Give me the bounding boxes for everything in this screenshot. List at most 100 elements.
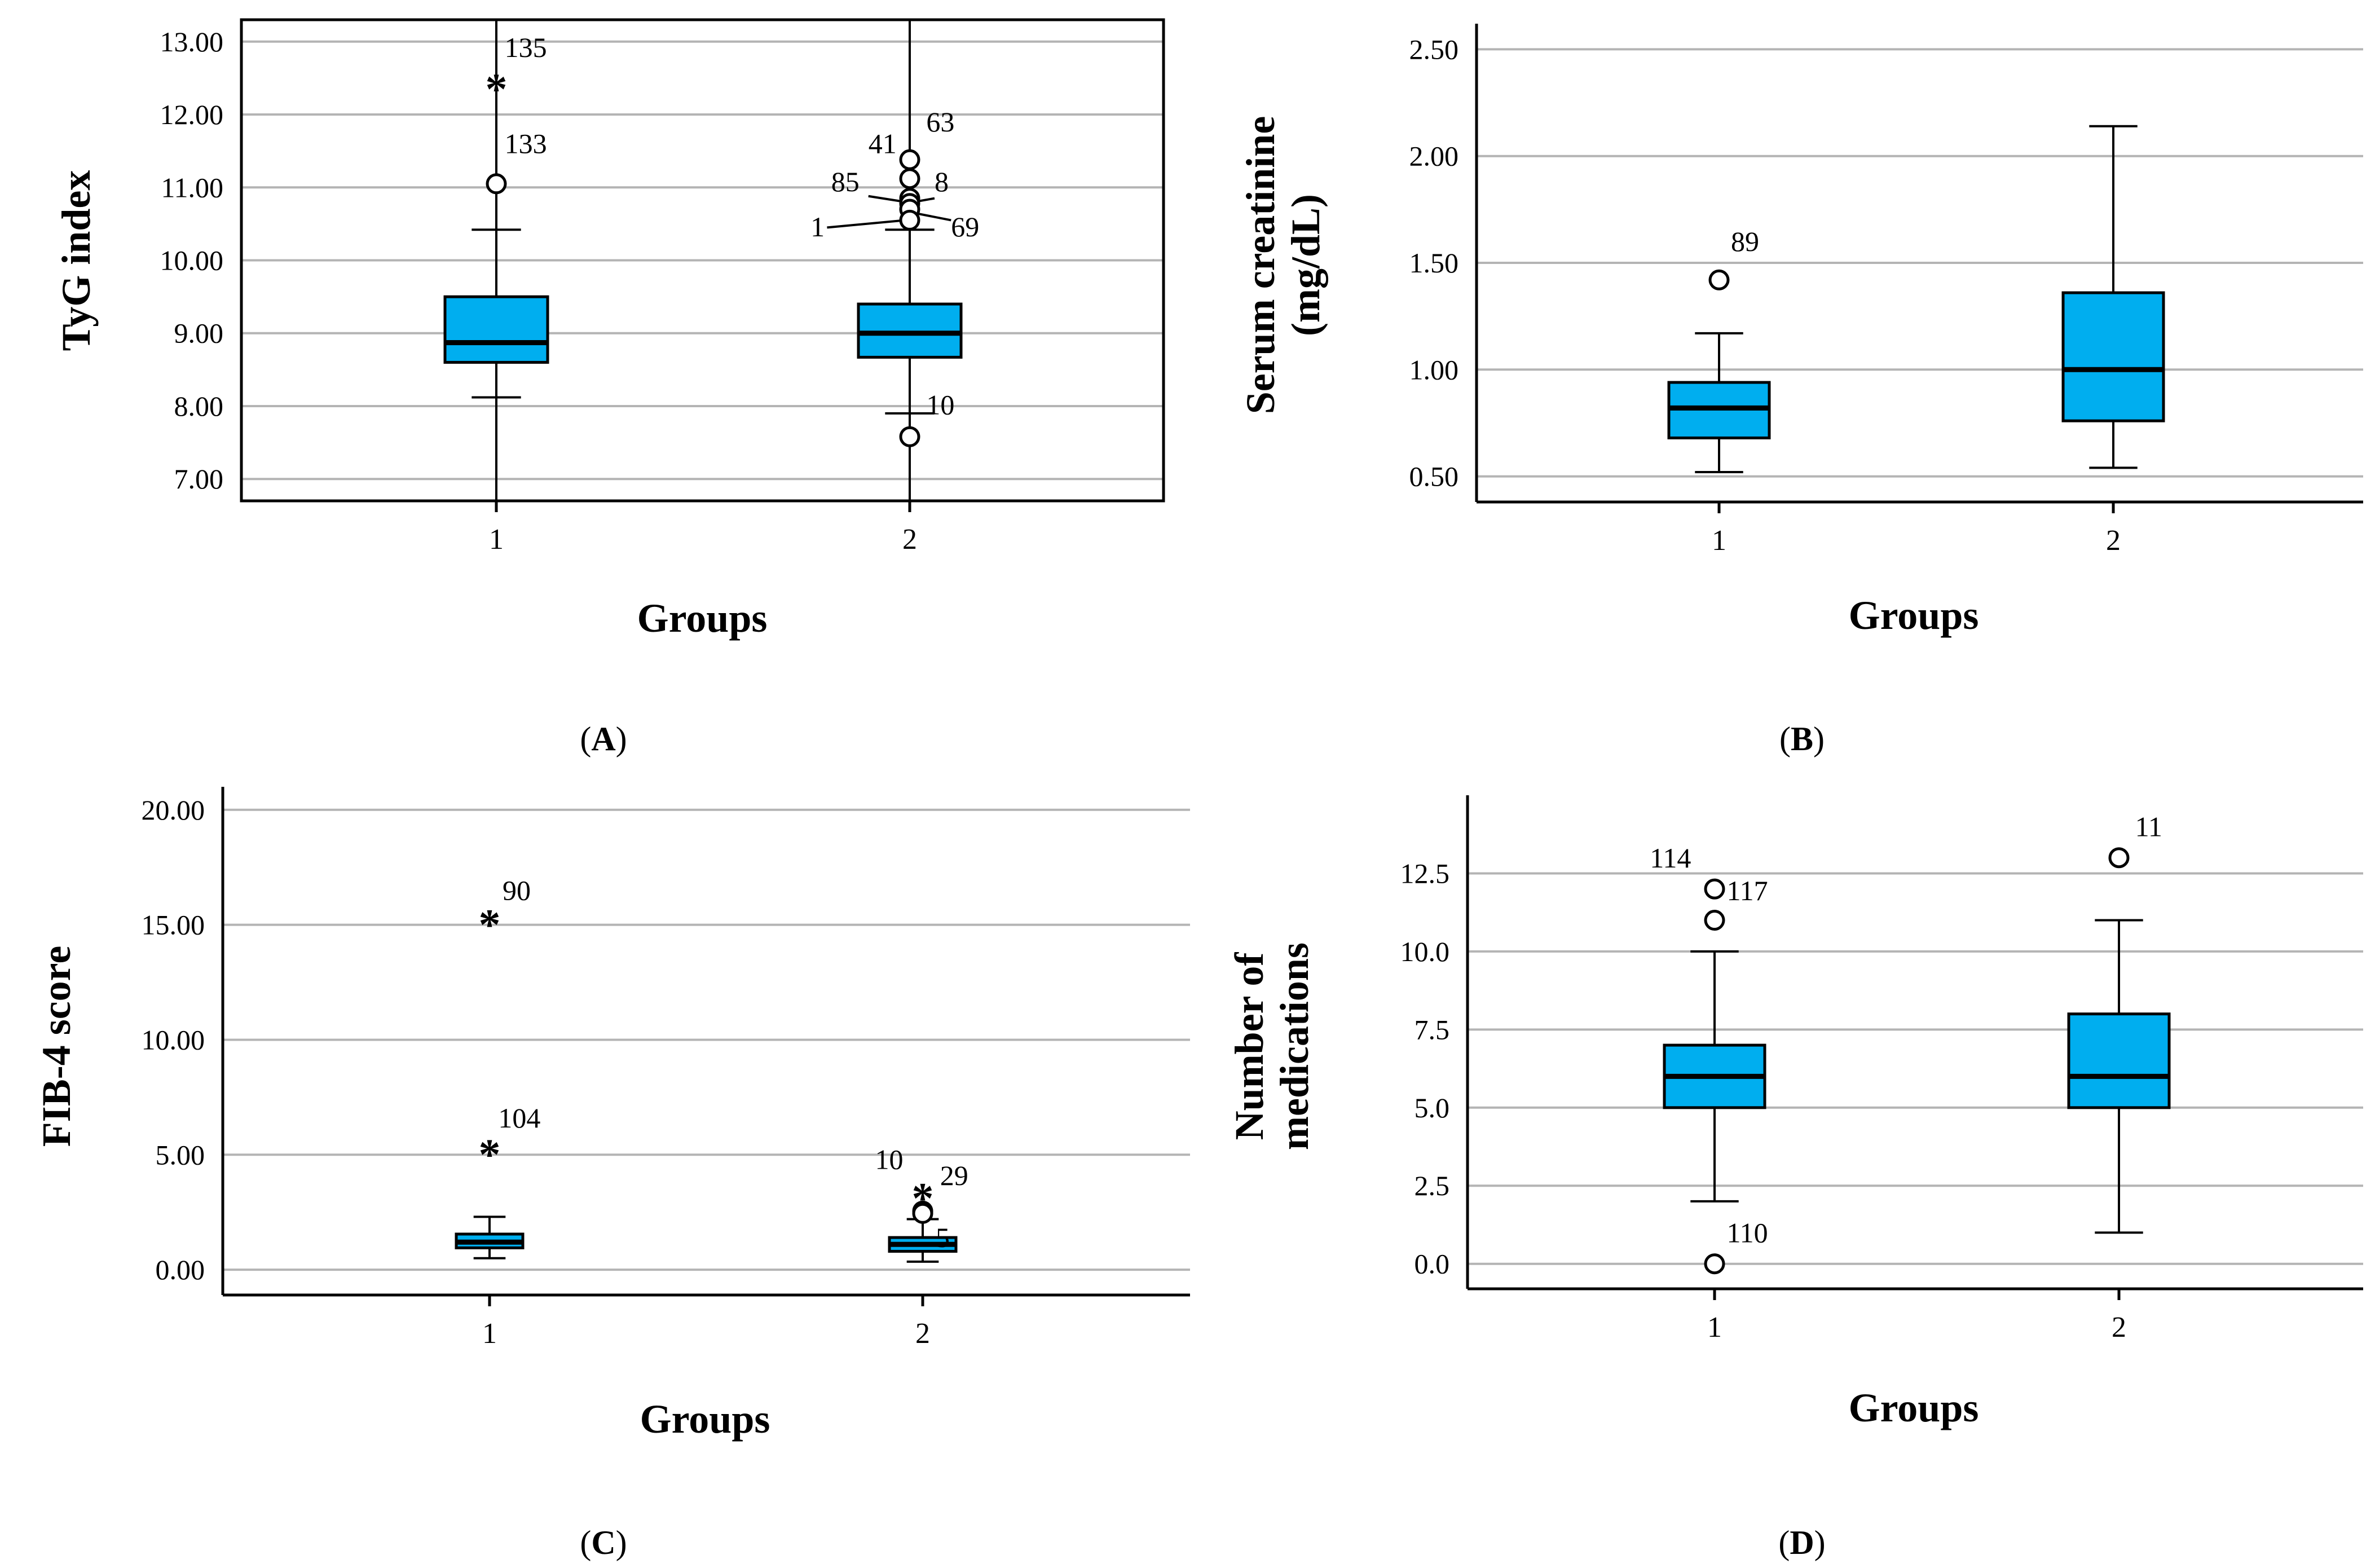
x-axis-title: Groups [1849,1385,1979,1430]
x-tick-label: 1 [489,523,504,556]
panel-label-part: ) [1814,1524,1826,1561]
y-tick-label: 15.00 [142,909,205,941]
outlier-label: 63 [926,106,954,138]
panel-label-part: ) [1813,720,1825,757]
y-axis-title-line: Serum creatinine [1238,116,1283,415]
outlier-label: 117 [1727,875,1768,906]
outlier-label: 104 [498,1102,540,1134]
outlier-label: 8 [935,166,949,197]
y-tick-label: 0.00 [156,1254,205,1285]
x-tick-label: 2 [915,1318,930,1350]
x-tick-label: 1 [1712,525,1726,557]
x-tick-label: 1 [1707,1311,1722,1344]
y-tick-label: 20.00 [142,794,205,826]
panel-label-part: ( [580,1524,591,1561]
y-tick-label: 5.00 [156,1139,205,1170]
x-tick-label: 2 [902,523,917,556]
outlier-circle [899,149,920,170]
outlier-star: * [479,900,501,949]
outlier-label: 90 [503,874,531,906]
y-tick-label: 10.0 [1400,936,1450,967]
outlier-circle [899,209,920,231]
box [443,295,549,364]
y-tick-label: 11.00 [161,171,223,203]
y-tick-label: 2.00 [1409,140,1459,172]
x-axis-title: Groups [1849,593,1979,638]
outlier-label: 135 [505,32,547,63]
panel-label-part: ) [616,1524,627,1561]
x-tick-label: 2 [2112,1311,2126,1344]
y-axis-title-line: (mg/dL) [1283,194,1328,336]
y-tick-label: 12.00 [160,99,224,130]
panel-d: 0.0 2.5 5.0 7.5 10.0 12.5 1 2 114 117 110 11 Number … [1227,795,2363,1561]
outlier-circle [2108,847,2130,869]
outlier-label: 5 [936,1222,950,1253]
y-axis-title-line: TyG index [54,170,99,351]
outlier-label: 29 [940,1160,968,1191]
y-axis-title: Serum creatinine(mg/dL) [1238,116,1328,415]
y-axis-title-line: Number of [1227,952,1272,1140]
x-tick-label: 1 [482,1318,497,1350]
y-tick-label: 12.5 [1400,857,1450,889]
outlier-label: 11 [2135,811,2162,842]
box [2067,1012,2171,1109]
outlier-star: * [479,1130,501,1179]
outlier-label: 10 [875,1143,904,1175]
panel-b: 0.50 1.00 1.50 2.00 2.50 1 2 89 Serum creatinine… [1238,24,2363,757]
panel-label-part: A [591,720,615,757]
box [857,302,963,359]
outlier-label: 114 [1650,842,1691,874]
panel-label-part: D [1790,1524,1814,1561]
panel-label: (A) [580,720,627,757]
outlier-star: * [486,64,508,113]
panel-label: (B) [1779,720,1825,757]
y-tick-label: 8.00 [174,390,224,422]
outlier-label: 41 [869,128,897,160]
y-axis-title: TyG index [54,170,99,351]
outlier-circle [912,1203,933,1224]
panel-label-part: B [1791,720,1813,757]
outlier-label: 10 [926,389,954,420]
box [2061,291,2165,422]
y-tick-label: 1.50 [1409,247,1459,279]
outlier-label: 110 [1727,1217,1768,1248]
y-tick-label: 9.00 [174,318,224,349]
y-tick-label: 2.5 [1415,1170,1450,1201]
y-tick-label: 1.00 [1409,354,1459,385]
panel-label-part: C [591,1524,615,1561]
x-axis-title: Groups [637,596,768,641]
outlier-label: 133 [505,128,547,160]
outlier-label: 85 [831,166,860,197]
outlier-circle [1704,878,1725,900]
y-tick-label: 0.50 [1409,461,1459,492]
y-tick-label: 10.00 [142,1024,205,1055]
y-axis-title: FIB-4 score [34,946,79,1147]
leader-line [913,212,951,222]
panel-label-part: ) [616,720,627,757]
y-tick-label: 7.5 [1415,1014,1450,1045]
y-axis-title-line: FIB-4 score [34,946,79,1147]
panel-label-part: ( [580,720,591,757]
plot-frame [240,18,1165,503]
y-tick-label: 0.0 [1415,1248,1450,1280]
y-tick-label: 10.00 [160,245,224,276]
leader-line [827,219,906,229]
panel-label: (C) [580,1524,627,1561]
y-axis-title: Number ofmedications [1227,942,1317,1150]
outlier-label: 89 [1731,226,1759,257]
outlier-label: 69 [951,211,979,243]
panel-a: 7.00 8.00 9.00 10.00 11.00 12.00 13.00 1 2 *135 13… [54,18,1165,757]
y-axis-title-line: medications [1272,942,1317,1150]
x-axis-title: Groups [640,1397,770,1442]
y-tick-label: 7.00 [174,463,224,495]
outlier-circle [1704,910,1725,931]
x-tick-label: 2 [2106,525,2121,557]
outlier-circle [1708,269,1730,290]
y-tick-label: 5.0 [1415,1092,1450,1124]
outlier-circle [899,426,920,447]
outlier-label: 1 [810,211,825,243]
outlier-circle [1704,1253,1725,1275]
leader-line [868,195,906,204]
